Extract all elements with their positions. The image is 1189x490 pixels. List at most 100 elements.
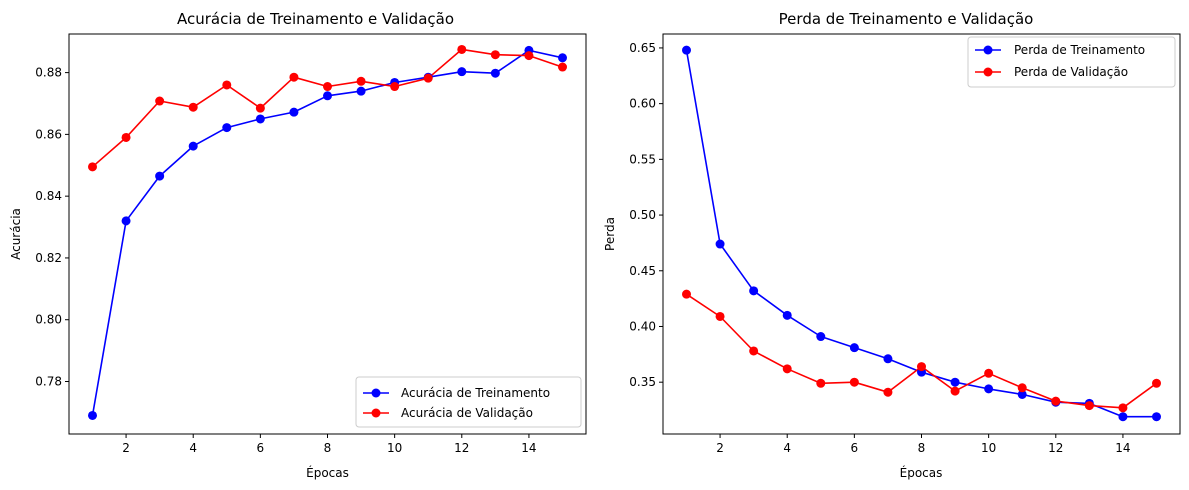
loss-train-point (883, 354, 893, 364)
accuracy-y-tick-label: 0.86 (35, 127, 62, 141)
loss-y-tick-label: 0.35 (629, 375, 656, 389)
accuracy-y-tick-label: 0.88 (35, 66, 62, 80)
loss-val-point (1051, 396, 1061, 406)
loss-val-point (749, 346, 759, 356)
accuracy-train-point (155, 171, 165, 181)
loss-x-tick-label: 6 (851, 441, 859, 455)
loss-y-tick-label: 0.45 (629, 264, 656, 278)
loss-train-point (782, 310, 792, 320)
loss-val-point (984, 368, 994, 378)
accuracy-val-point (356, 76, 366, 86)
loss-legend-val-label: Perda de Validação (1014, 65, 1128, 79)
accuracy-train-point (222, 123, 232, 133)
loss-train-point (984, 384, 994, 394)
accuracy-y-tick-label: 0.84 (35, 189, 62, 203)
accuracy-val-point (188, 102, 198, 112)
accuracy-val-point (390, 82, 400, 92)
accuracy-val-point (524, 51, 534, 61)
loss-legend-train-label: Perda de Treinamento (1014, 43, 1145, 57)
loss-train-point (682, 45, 691, 55)
loss-train-point (749, 286, 759, 296)
loss-x-tick-label: 12 (1048, 441, 1063, 455)
accuracy-train-point (356, 86, 366, 96)
loss-chart-panel: Perda de Treinamento e Validação Épocas … (603, 10, 1181, 480)
loss-train-point (1118, 412, 1128, 422)
loss-val-point (715, 311, 725, 321)
accuracy-plot-frame (68, 33, 587, 435)
accuracy-train-point (121, 216, 131, 226)
loss-y-tick-label: 0.60 (629, 97, 656, 111)
accuracy-val-point (255, 103, 265, 113)
loss-legend: Perda de Treinamento Perda de Validação (967, 36, 1176, 88)
accuracy-val-point (155, 96, 165, 106)
loss-train-point (715, 239, 725, 249)
accuracy-val-point (121, 132, 131, 142)
accuracy-axis-ticks: 2 4 6 8 10 12 14 0.78 0.80 0.82 0.84 0.86 0.88 (35, 66, 536, 455)
loss-series-markers (682, 45, 1161, 422)
accuracy-train-point (457, 67, 467, 77)
accuracy-val-point (88, 162, 97, 172)
loss-y-tick-label: 0.65 (629, 41, 656, 55)
accuracy-train-point (188, 141, 198, 151)
accuracy-val-point (490, 50, 500, 60)
loss-x-tick-label: 14 (1115, 441, 1130, 455)
accuracy-x-tick-label: 10 (387, 441, 402, 455)
accuracy-legend-val-marker (371, 408, 381, 418)
loss-axis-ticks: 2 4 6 8 10 12 14 0.35 0.40 0.45 0.50 0.55 0.60 0.65 (629, 41, 1130, 455)
accuracy-legend-train-label: Acurácia de Treinamento (401, 386, 550, 400)
loss-x-tick-label: 2 (716, 441, 724, 455)
loss-val-point (849, 377, 859, 387)
loss-val-point (1118, 403, 1128, 413)
loss-val-point (1152, 378, 1161, 388)
accuracy-chart-panel: Acurácia de Treinamento e Validação Époc… (9, 10, 587, 480)
accuracy-train-point (558, 53, 567, 63)
loss-y-tick-label: 0.40 (629, 319, 656, 333)
accuracy-y-tick-label: 0.82 (35, 251, 62, 265)
accuracy-series-markers (88, 44, 567, 420)
loss-val-point (950, 386, 960, 396)
accuracy-val-point (457, 44, 467, 54)
loss-legend-val-marker (983, 67, 993, 77)
accuracy-legend-train-marker (371, 388, 381, 398)
loss-train-point (849, 343, 859, 353)
loss-val-point (1084, 401, 1094, 411)
accuracy-train-point (323, 91, 332, 101)
loss-val-point (682, 289, 691, 299)
loss-val-point (816, 378, 826, 388)
accuracy-val-point (423, 73, 433, 83)
loss-legend-train-marker (983, 45, 993, 55)
loss-x-tick-label: 4 (783, 441, 791, 455)
accuracy-train-point (490, 68, 500, 78)
loss-y-tick-label: 0.50 (629, 208, 656, 222)
loss-y-tick-label: 0.55 (629, 152, 656, 166)
accuracy-y-axis-label: Acurácia (9, 208, 23, 260)
accuracy-x-axis-label: Épocas (306, 465, 349, 480)
accuracy-val-point (289, 72, 299, 82)
accuracy-y-tick-label: 0.78 (35, 374, 62, 388)
accuracy-chart-title: Acurácia de Treinamento e Validação (177, 10, 454, 28)
loss-val-point (883, 387, 893, 397)
accuracy-x-tick-label: 6 (257, 441, 265, 455)
loss-val-point (1017, 383, 1027, 393)
accuracy-x-tick-label: 14 (521, 441, 536, 455)
accuracy-val-point (323, 82, 332, 92)
accuracy-train-point (88, 410, 97, 420)
loss-train-point (950, 377, 960, 387)
accuracy-x-tick-label: 8 (324, 441, 332, 455)
loss-legend-box (967, 36, 1176, 88)
accuracy-y-tick-label: 0.80 (35, 313, 62, 327)
accuracy-legend: Acurácia de Treinamento Acurácia de Vali… (355, 376, 582, 428)
accuracy-val-point (222, 80, 232, 90)
loss-train-point (1152, 412, 1161, 422)
accuracy-x-tick-label: 12 (454, 441, 469, 455)
loss-x-axis-label: Épocas (900, 465, 943, 480)
accuracy-legend-box (355, 376, 582, 428)
loss-val-point (917, 362, 926, 372)
loss-plot-frame (662, 33, 1181, 435)
accuracy-legend-val-label: Acurácia de Validação (401, 406, 533, 420)
loss-y-axis-label: Perda (603, 217, 617, 251)
accuracy-train-point (255, 114, 265, 124)
loss-x-tick-label: 10 (981, 441, 996, 455)
loss-val-point (782, 364, 792, 374)
